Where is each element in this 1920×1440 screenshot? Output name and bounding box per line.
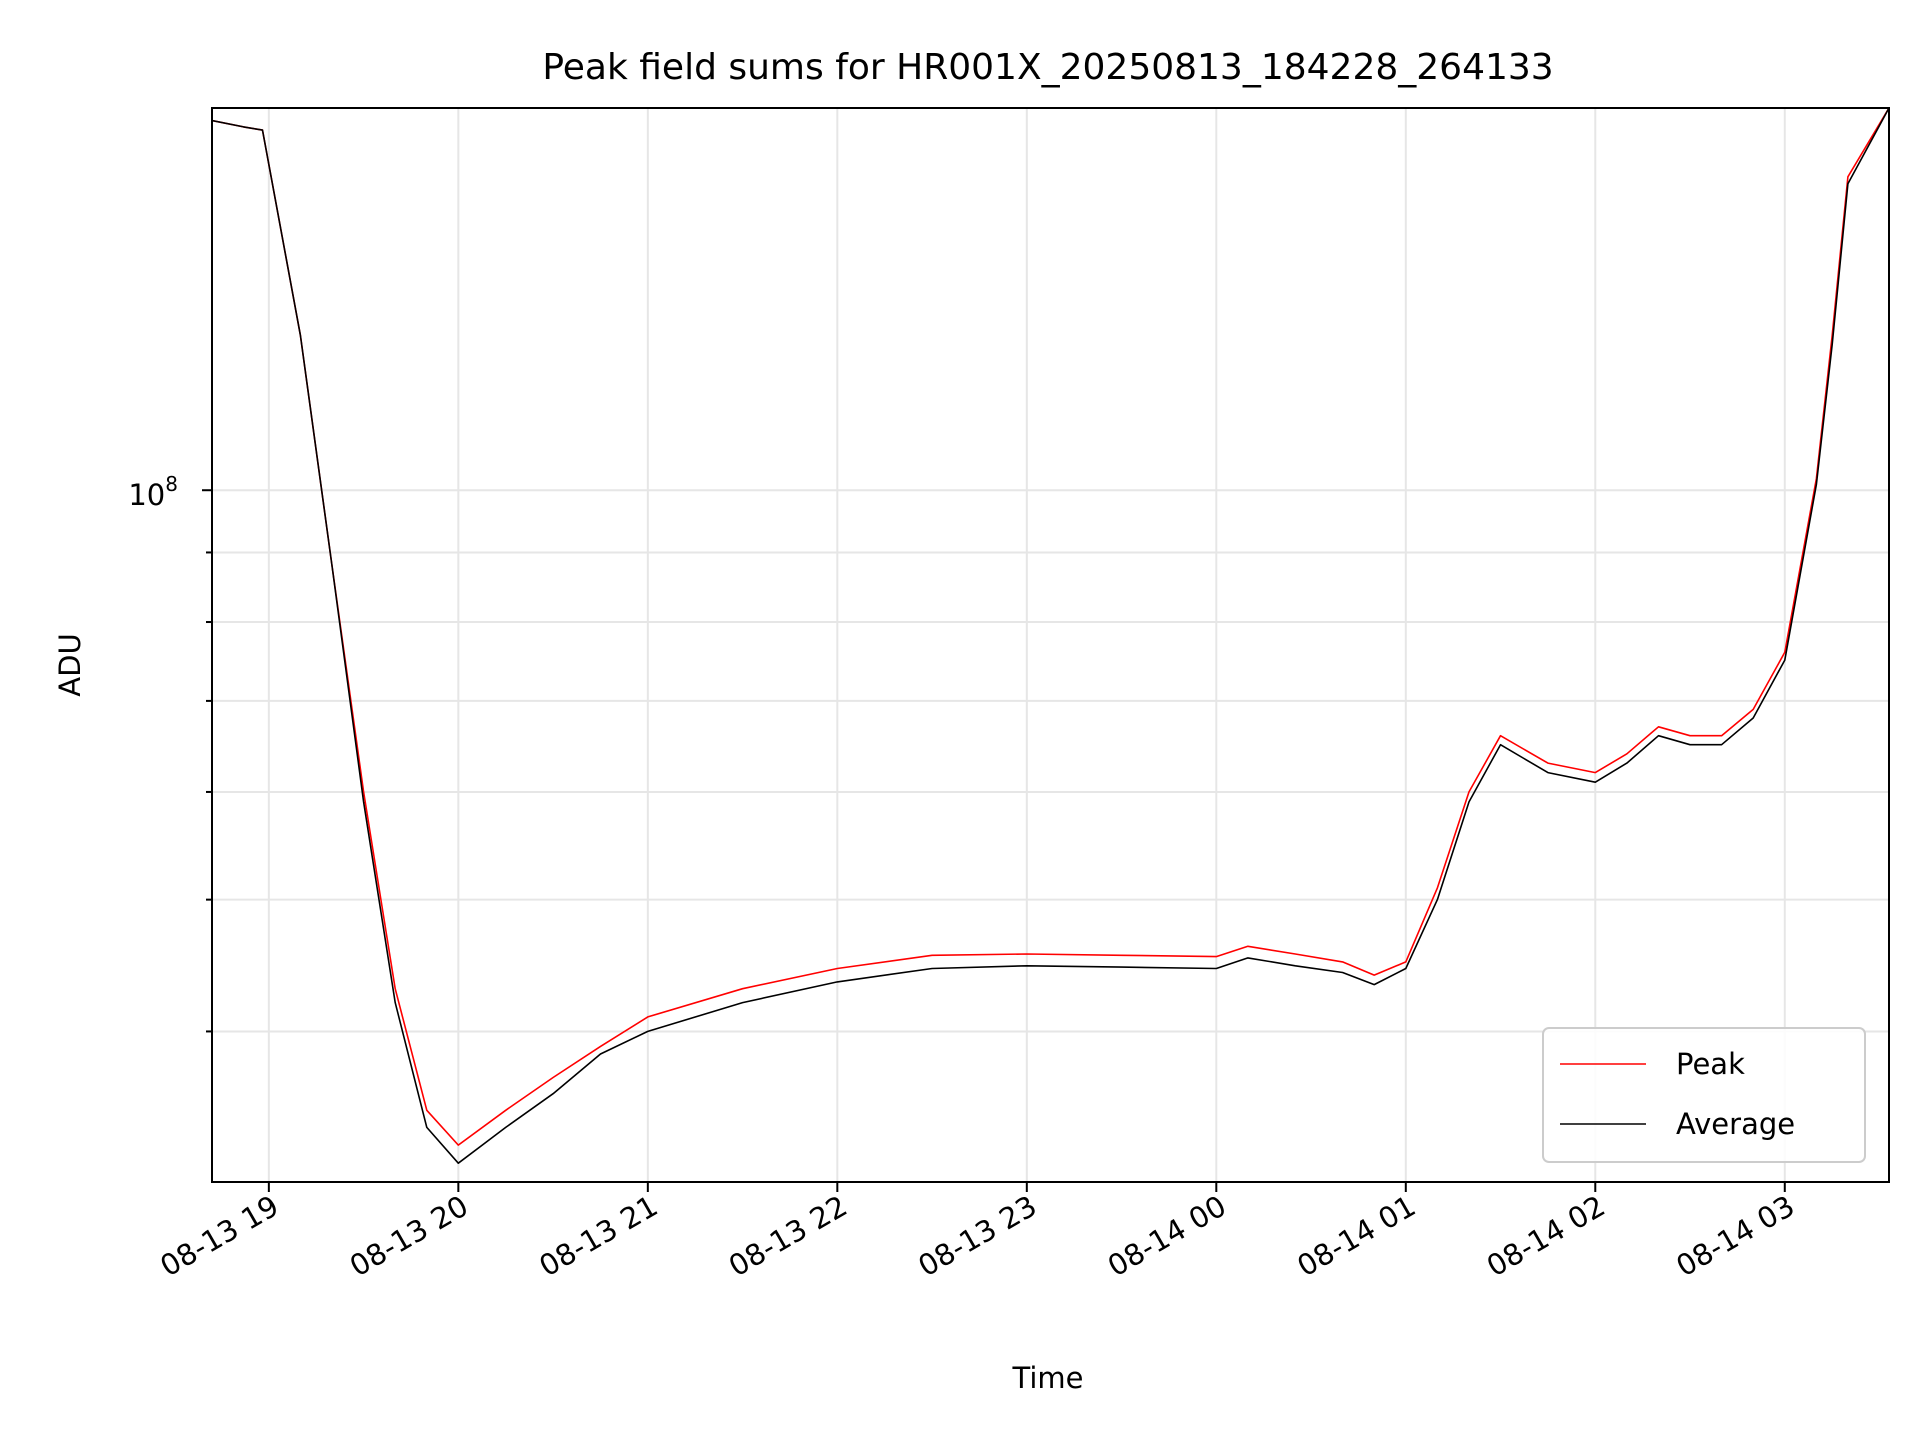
legend: Peak Average [1542,1027,1866,1163]
chart-title: Peak field sums for HR001X_20250813_1842… [542,47,1553,88]
legend-label-average: Average [1676,1107,1795,1141]
series-line-average [212,108,1889,1164]
plot-frame [211,107,1890,1183]
legend-box [1542,1027,1866,1163]
y-tick-label-1e8: 108 [128,472,178,512]
x-axis-label: Time [1012,1361,1084,1395]
y-tick-label-exponent: 8 [165,472,178,496]
y-axis-label: ADU [53,633,87,696]
grid [212,108,1889,1182]
series-line-peak [212,108,1889,1146]
y-tick-label-base: 10 [128,478,165,512]
legend-label-peak: Peak [1676,1047,1745,1081]
series-group [212,108,1889,1164]
